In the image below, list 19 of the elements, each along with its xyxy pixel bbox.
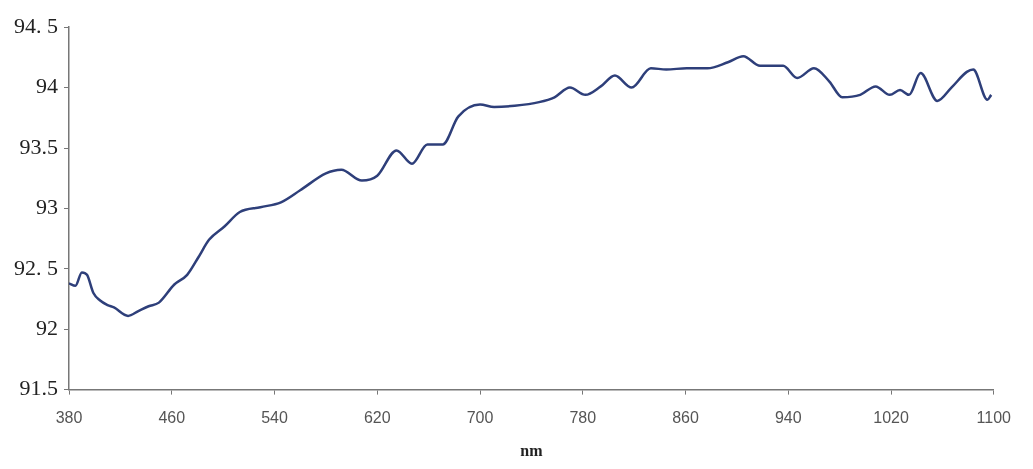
y-tick-label: 94 — [36, 73, 58, 99]
x-tick-label: 1100 — [976, 408, 1012, 426]
x-tick-label: 700 — [466, 408, 494, 426]
x-tick-label: 860 — [672, 408, 699, 426]
x-tick-label: 540 — [261, 408, 288, 426]
y-tick-label: 93 — [36, 194, 58, 220]
x-tick-label: 780 — [569, 408, 597, 426]
x-tick-label: 940 — [774, 408, 802, 426]
x-tick-label: 460 — [158, 408, 186, 426]
y-tick-label: 92. 5 — [14, 254, 58, 280]
y-tick-label: 91.5 — [19, 375, 58, 401]
x-tick-label: 1020 — [873, 408, 909, 426]
y-tick-label: 92 — [36, 314, 58, 340]
y-tick-label: 93.5 — [19, 133, 58, 159]
line-series — [69, 54, 993, 318]
x-axis-title: nm — [520, 441, 544, 459]
y-tick-label: 94. 5 — [14, 12, 58, 38]
x-tick-label: 380 — [55, 408, 83, 426]
x-tick-label: 620 — [363, 408, 391, 426]
